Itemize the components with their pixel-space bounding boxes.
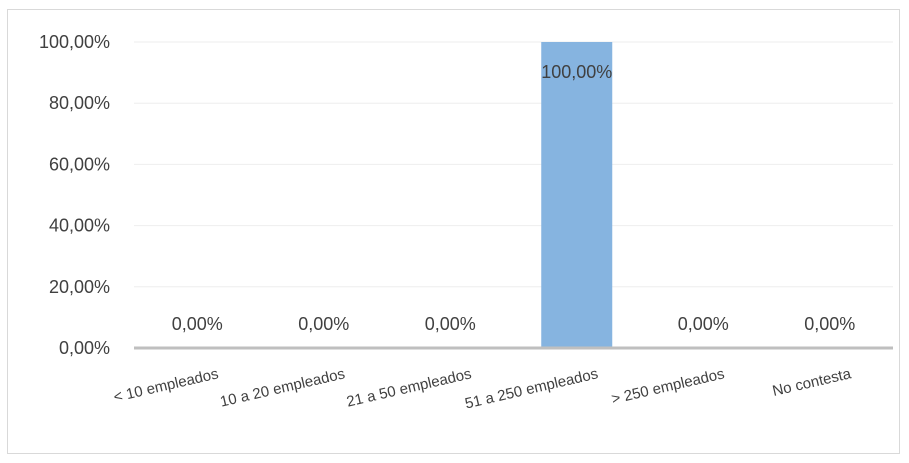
y-tick-label: 40,00%: [49, 216, 110, 236]
y-tick-label: 80,00%: [49, 93, 110, 113]
bar: [541, 42, 613, 348]
y-tick-label: 20,00%: [49, 277, 110, 297]
category-label: 10 a 20 empleados: [218, 365, 346, 410]
y-tick-label: 60,00%: [49, 154, 110, 174]
bars: [541, 42, 613, 348]
gridlines: [134, 41, 893, 288]
data-label: 0,00%: [425, 314, 476, 334]
y-axis-ticks: 0,00% 20,00% 40,00% 60,00% 80,00% 100,00%: [39, 32, 110, 358]
y-tick-label: 100,00%: [39, 32, 110, 52]
chart-frame: [7, 9, 900, 454]
data-label: 100,00%: [541, 62, 612, 82]
data-labels: 0,00% 0,00% 0,00% 100,00% 0,00% 0,00%: [172, 62, 856, 334]
category-label: 21 a 50 empleados: [345, 365, 473, 410]
category-label: No contesta: [771, 365, 853, 400]
data-label: 0,00%: [298, 314, 349, 334]
category-label: > 250 empleados: [610, 365, 726, 408]
category-label: < 10 empleados: [112, 365, 220, 406]
data-label: 0,00%: [804, 314, 855, 334]
data-label: 0,00%: [172, 314, 223, 334]
y-tick-label: 0,00%: [59, 338, 110, 358]
category-label: 51 a 250 empleados: [463, 365, 599, 412]
data-label: 0,00%: [678, 314, 729, 334]
